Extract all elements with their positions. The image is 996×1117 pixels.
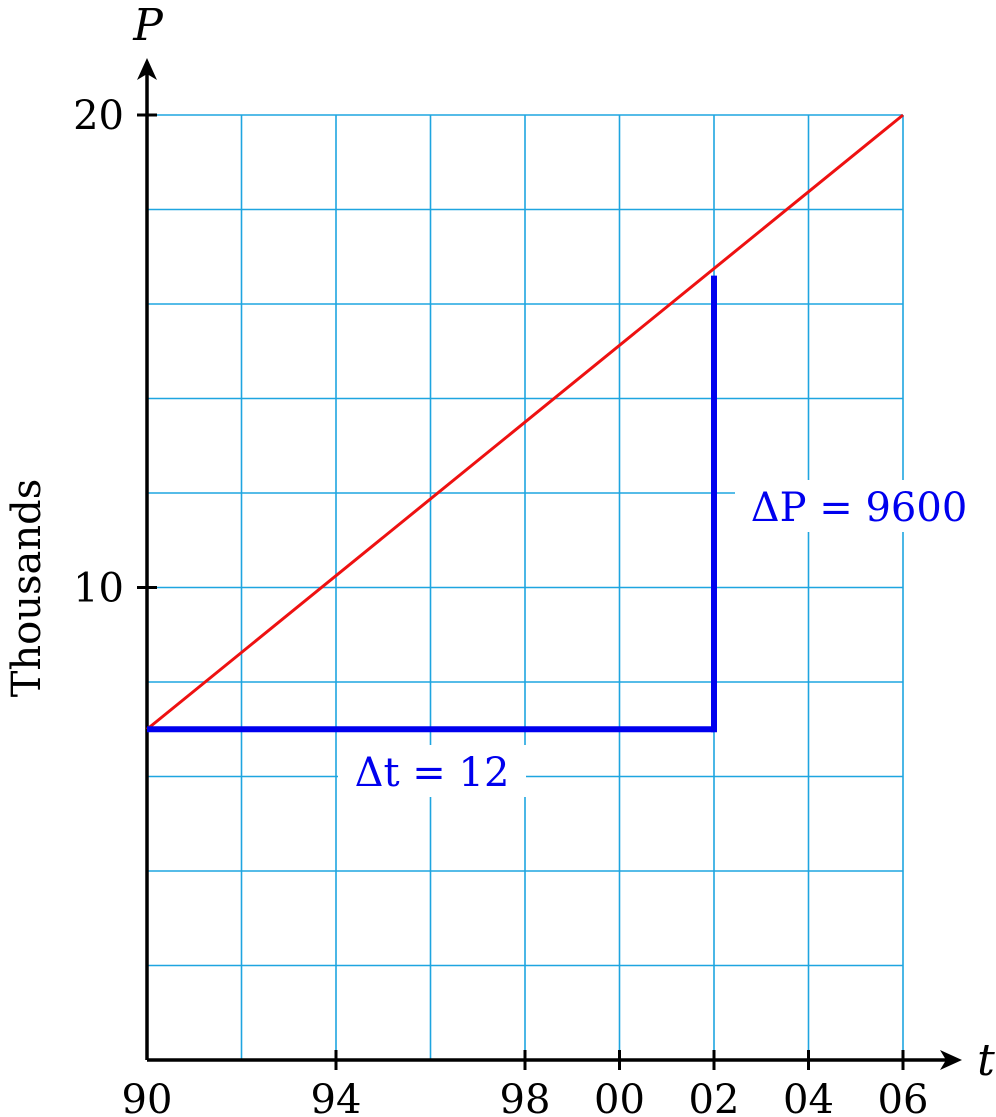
delta-t-label: Δt = 12 [355, 750, 510, 796]
x-tick-label: 90 [122, 1077, 173, 1117]
y-axis-arrow [137, 58, 157, 80]
x-tick-label: 06 [878, 1077, 929, 1117]
x-tick-label: 02 [689, 1077, 740, 1117]
y-unit-label: Thousands [4, 479, 50, 698]
delta-p-label: ΔP = 9600 [751, 485, 968, 531]
series-line [146, 113, 904, 731]
series-group [146, 113, 904, 731]
x-tick-label: 04 [783, 1077, 834, 1117]
annotations: Δt = 12 ΔP = 9600 [147, 275, 983, 797]
x-tick-label: 00 [594, 1077, 645, 1117]
x-tick-label: 94 [311, 1077, 362, 1117]
y-tick-label: 20 [73, 93, 124, 139]
grid [147, 114, 904, 1060]
labels: 90 94 98 00 02 04 06 10 20 t P Thousands [4, 0, 995, 1117]
delta-t-label-bg [338, 745, 526, 797]
y-tick-label: 10 [73, 566, 124, 612]
x-axis-label: t [977, 1035, 995, 1086]
x-axis-arrow [940, 1050, 962, 1070]
y-axis-label: P [132, 0, 164, 51]
axes [137, 58, 962, 1070]
delta-p-label-bg [735, 480, 983, 532]
x-tick-label: 98 [500, 1077, 551, 1117]
